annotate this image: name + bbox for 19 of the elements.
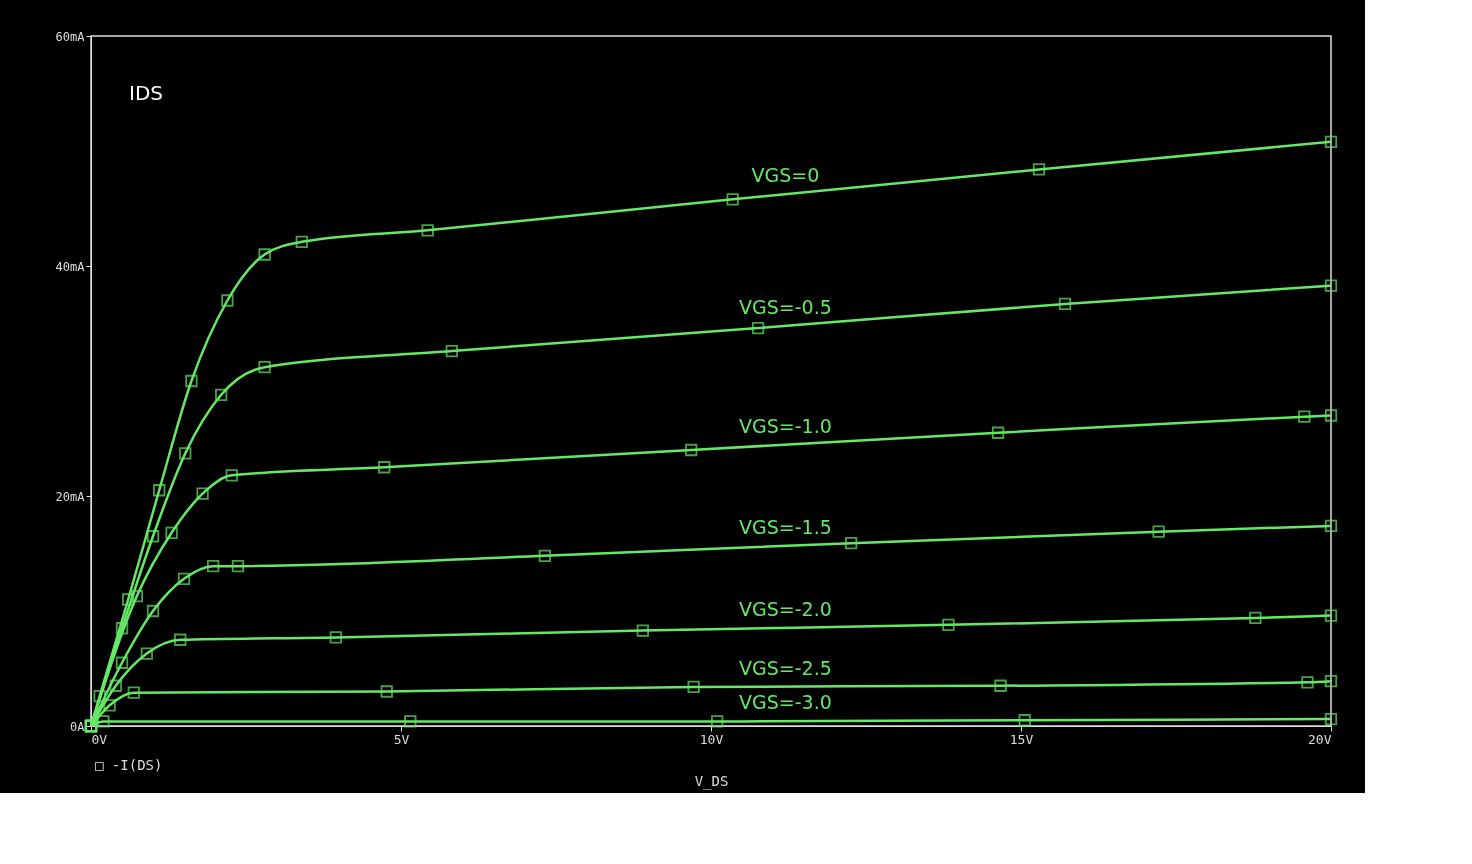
x-axis-title: V_DS — [694, 772, 729, 790]
series-label: VGS=-1.5 — [739, 515, 832, 538]
series-label: VGS=-2.5 — [739, 656, 832, 679]
y-tick-label: 20mA — [55, 489, 86, 504]
series-label: VGS=-1.0 — [739, 414, 832, 437]
series-label: VGS=-3.0 — [739, 691, 832, 714]
y-tick-label: 0A — [70, 719, 86, 734]
annotation: IDS — [129, 81, 163, 105]
y-tick-label: 60mA — [55, 29, 86, 44]
x-tick-label: 0V — [91, 731, 108, 747]
x-tick-label: 20V — [1308, 731, 1332, 747]
series-label: VGS=-0.5 — [739, 295, 832, 318]
x-tick-label: 10V — [699, 731, 724, 747]
text: □ -I(DS) — [95, 757, 163, 773]
x-tick-label: 5V — [393, 731, 410, 747]
series-label: VGS=0 — [751, 164, 820, 187]
y-tick-label: 40mA — [55, 259, 86, 274]
series-label: VGS=-2.0 — [739, 597, 832, 620]
x-tick-label: 15V — [1009, 731, 1034, 747]
